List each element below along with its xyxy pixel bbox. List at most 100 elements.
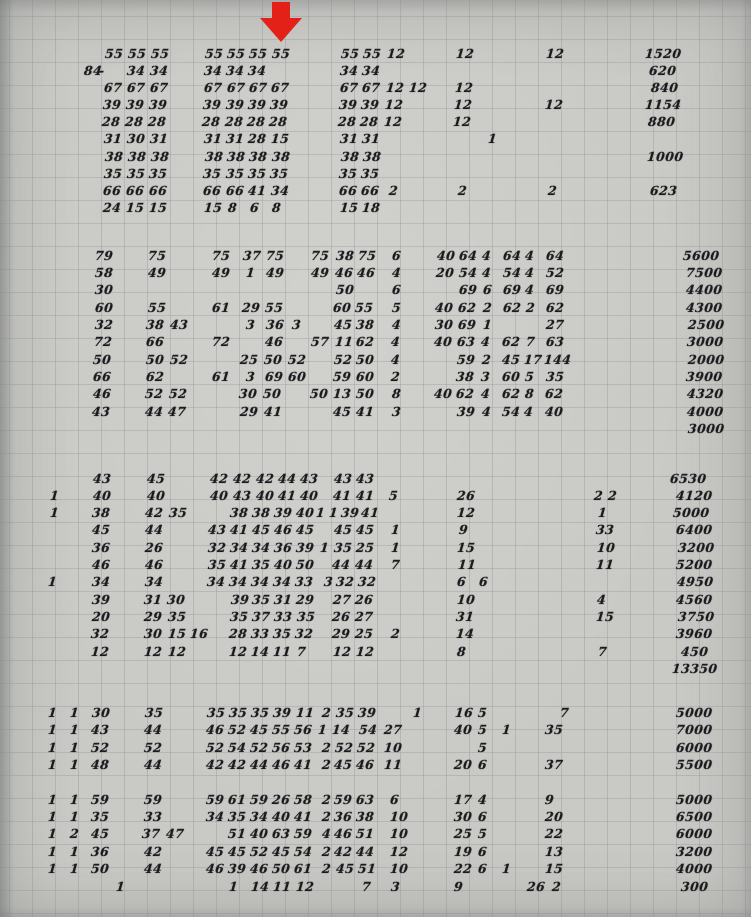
ledger-entry: 51 bbox=[357, 861, 377, 876]
ledger-entry: 4950 bbox=[676, 574, 715, 589]
ledger-entry: 25 bbox=[355, 540, 375, 555]
ledger-entry: 9 bbox=[544, 792, 555, 807]
ledger-entry: 45 bbox=[251, 522, 271, 537]
ledger-entry: 4 bbox=[390, 334, 401, 349]
ledger-entry: 75 bbox=[265, 248, 285, 263]
ledger-entry: 28 bbox=[124, 114, 144, 129]
ledger-entry: 1 bbox=[69, 792, 80, 807]
ledger-entry: 66 bbox=[338, 183, 358, 198]
ledger-entry: 26 bbox=[354, 592, 374, 607]
ledger-entry: 2 bbox=[321, 705, 332, 720]
ledger-entry: 42 bbox=[333, 844, 353, 859]
ledger-entry: 4 bbox=[340, 722, 351, 737]
ledger-entry: 35 bbox=[202, 166, 222, 181]
ledger-entry: 3000 bbox=[687, 421, 726, 436]
ledger-entry: 44 bbox=[143, 861, 163, 876]
ledger-entry: 4 bbox=[523, 404, 534, 419]
ledger-entry: 28 bbox=[268, 114, 288, 129]
ledger-entry: 30 bbox=[94, 282, 114, 297]
ledger-entry: 35 bbox=[148, 166, 168, 181]
ledger-entry: 5000 bbox=[675, 792, 714, 807]
ledger-entry: 55 bbox=[340, 46, 360, 61]
ledger-entry: 63 bbox=[545, 334, 565, 349]
ledger-entry: 75 bbox=[357, 248, 377, 263]
ledger-entry: 52 bbox=[205, 740, 225, 755]
ledger-entry: 4300 bbox=[685, 300, 724, 315]
ledger-entry: 50 bbox=[90, 861, 110, 876]
ledger-entry: 43 bbox=[169, 317, 189, 332]
ledger-entry: 1 bbox=[69, 722, 80, 737]
ledger-entry: 25 bbox=[453, 826, 473, 841]
ledger-entry: 33 bbox=[143, 809, 163, 824]
ledger-entry: 2 bbox=[321, 757, 332, 772]
ledger-entry: 35 bbox=[338, 166, 358, 181]
ledger-entry: 20 bbox=[435, 265, 455, 280]
ledger-entry: 28 bbox=[359, 114, 379, 129]
ledger-entry: 8 bbox=[524, 386, 535, 401]
ledger-entry: 7 bbox=[390, 557, 401, 572]
ledger-entry: 34 bbox=[270, 183, 290, 198]
ledger-entry: 34 bbox=[91, 574, 111, 589]
ledger-entry: 34 bbox=[251, 540, 271, 555]
ledger-entry: 15 bbox=[595, 609, 615, 624]
ledger-entry: 28 bbox=[246, 114, 266, 129]
ledger-entry: 41 bbox=[293, 809, 313, 824]
ledger-entry: 29 bbox=[143, 609, 163, 624]
ledger-entry: 12 bbox=[355, 644, 375, 659]
ledger-entry: 5 bbox=[477, 705, 488, 720]
ledger-entry: 50 bbox=[355, 386, 375, 401]
ledger-entry: 42 bbox=[227, 757, 247, 772]
ledger-entry: 55 bbox=[271, 46, 291, 61]
ledger-entry: 1 bbox=[228, 879, 239, 894]
ledger-entry: 72 bbox=[211, 334, 231, 349]
ledger-entry: 2 bbox=[482, 300, 493, 315]
ledger-entry: 62 bbox=[502, 300, 522, 315]
ledger-entry: 29 bbox=[331, 626, 351, 641]
ledger-entry: 12 bbox=[454, 80, 474, 95]
ledger-entry: 54 bbox=[502, 265, 522, 280]
ledger-entry: 12 bbox=[456, 505, 476, 520]
ledger-entry: 12 bbox=[455, 46, 475, 61]
ledger-entry: 35 bbox=[247, 166, 267, 181]
ledger-entry: 69 bbox=[264, 369, 284, 384]
ledger-entry: 31 bbox=[361, 131, 381, 146]
ledger-entry: 38 bbox=[340, 149, 360, 164]
ledger-entry: 46 bbox=[333, 826, 353, 841]
ledger-entry: 144 bbox=[543, 352, 572, 367]
ledger-entry: 40 bbox=[295, 505, 315, 520]
ledger-entry: 22 bbox=[544, 826, 564, 841]
ledger-entry: 4 bbox=[391, 265, 402, 280]
ledger-entry: 12 bbox=[143, 644, 163, 659]
ledger-entry: 12 bbox=[386, 46, 406, 61]
ledger-entry: 26 bbox=[456, 488, 476, 503]
ledger-entry: 41 bbox=[355, 404, 375, 419]
ledger-entry: 7 bbox=[296, 644, 307, 659]
ledger-entry: 10 bbox=[456, 592, 476, 607]
ledger-entry: 26 bbox=[331, 609, 351, 624]
ledger-entry: 67 bbox=[226, 80, 246, 95]
ledger-entry: 42 bbox=[144, 505, 164, 520]
ledger-entry: 12 bbox=[389, 844, 409, 859]
ledger-entry: 39 bbox=[338, 97, 358, 112]
ledger-entry: 34 bbox=[203, 63, 223, 78]
ledger-entry: 32 bbox=[294, 626, 314, 641]
ledger-entry: 40 bbox=[271, 809, 291, 824]
ledger-entry: 4 bbox=[391, 317, 402, 332]
ledger-entry: 12 bbox=[385, 80, 405, 95]
ledger-entry: 39 bbox=[456, 404, 476, 419]
ledger-entry: 64 bbox=[545, 248, 565, 263]
ledger-entry: 52 bbox=[90, 740, 110, 755]
ledger-entry: 3960 bbox=[675, 626, 714, 641]
ledger-entry: 3750 bbox=[677, 609, 716, 624]
ledger-entry: 69 bbox=[502, 282, 522, 297]
ledger-entry: 61 bbox=[211, 300, 231, 315]
ledger-entry: 41 bbox=[247, 183, 267, 198]
ledger-entry: 1 bbox=[69, 757, 80, 772]
ledger-entry: 4 bbox=[596, 592, 607, 607]
ledger-entry: 55 bbox=[362, 46, 382, 61]
ledger-entry: 2 bbox=[388, 183, 399, 198]
ledger-entry: 46 bbox=[356, 265, 376, 280]
ledger-entry: 2500 bbox=[687, 317, 726, 332]
ledger-entry: 35 bbox=[126, 166, 146, 181]
